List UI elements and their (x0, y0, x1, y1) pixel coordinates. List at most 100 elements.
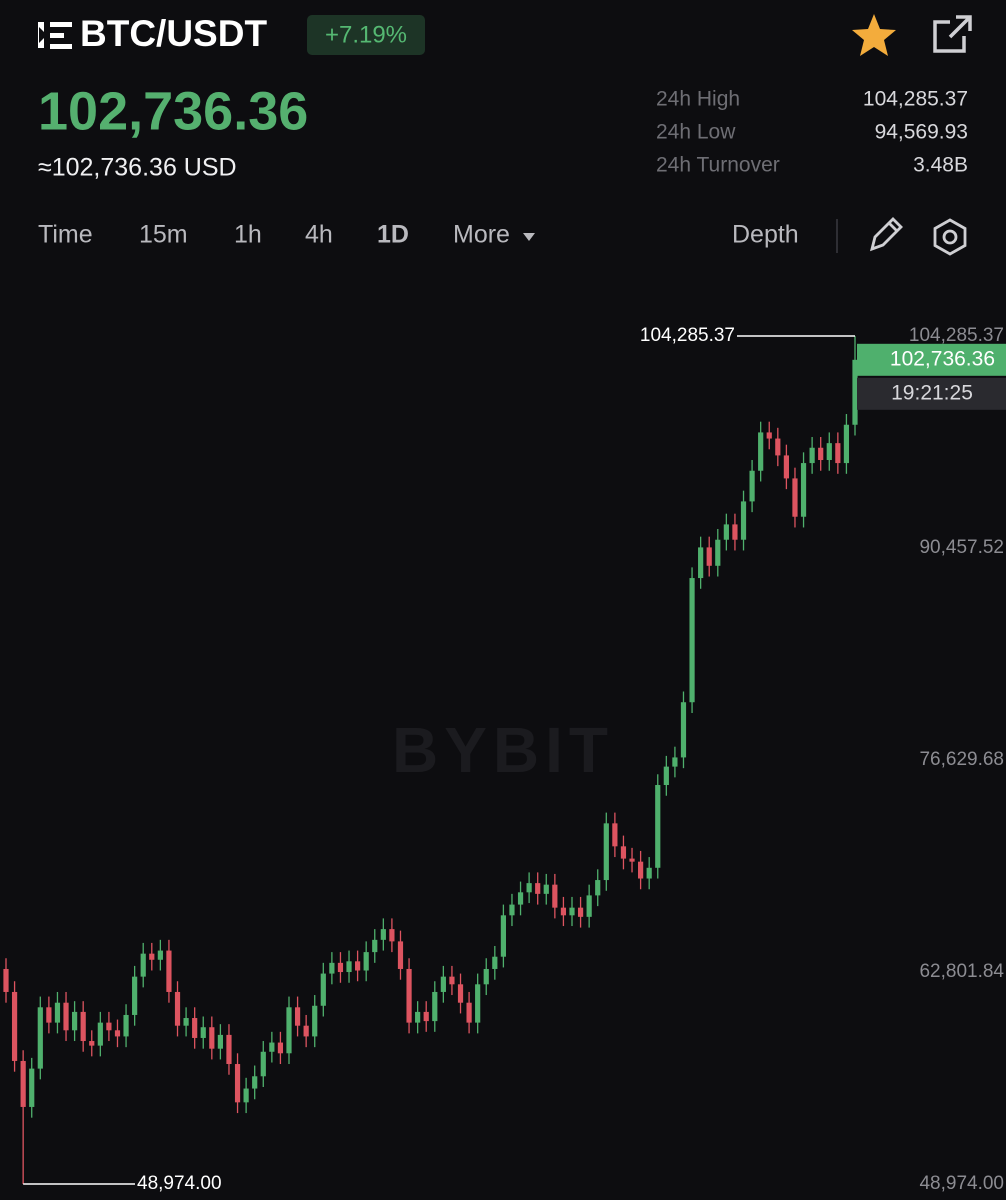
candle-body (54, 1002, 61, 1023)
candle-body (346, 961, 352, 973)
candle-body (517, 892, 524, 905)
pair-title[interactable]: BTC/USDT (80, 13, 267, 54)
candle-body (209, 1027, 215, 1049)
candle-body (492, 956, 498, 969)
candle-body (397, 941, 404, 969)
candle-body (174, 991, 181, 1026)
candle-body (286, 1007, 292, 1054)
candle-body (132, 976, 138, 1015)
candle-body (775, 438, 781, 456)
candle-body (72, 1011, 78, 1031)
candle-body (243, 1088, 249, 1103)
candle-body (483, 968, 489, 985)
timeframe-tab[interactable]: 4h (305, 221, 333, 249)
candle-body (217, 1034, 223, 1049)
candle-body (415, 1011, 421, 1023)
stat-label: 24h Turnover (656, 154, 780, 177)
candle-body (638, 861, 644, 879)
depth-tab[interactable]: Depth (732, 221, 799, 249)
share-icon[interactable] (933, 15, 972, 53)
watermark: BYBIT (392, 714, 614, 786)
candle-body (269, 1042, 275, 1052)
candle-body (732, 524, 738, 540)
candle-body (457, 984, 464, 1003)
candle-body (320, 973, 326, 1006)
last-price-label: 102,736.36 (890, 347, 995, 370)
candle-body (595, 880, 601, 896)
settings-icon[interactable] (933, 218, 967, 256)
candle-body (698, 547, 704, 579)
candle-body (149, 953, 155, 960)
candle-body (689, 578, 695, 703)
candle-body (20, 1060, 26, 1107)
candle-body (552, 884, 558, 908)
candle-body (80, 1011, 86, 1042)
candle-body (46, 1007, 52, 1023)
y-tick-label: 76,629.68 (919, 749, 1004, 770)
candle-body (432, 991, 438, 1022)
candle-body (294, 1007, 301, 1026)
candle-body (577, 907, 584, 917)
candle-body (277, 1042, 284, 1054)
candle-body (252, 1076, 258, 1089)
candle-body (449, 976, 455, 985)
candle-body (372, 939, 378, 953)
candle-body (183, 1018, 189, 1026)
candle-body (852, 359, 858, 425)
candle-body (835, 443, 841, 464)
candle-body (166, 950, 172, 992)
last-price: 102,736.36 (38, 81, 308, 141)
candle-body (715, 539, 721, 566)
candle-body (475, 984, 481, 1023)
candle-body (749, 470, 755, 502)
candle-body (740, 501, 747, 540)
max-marker-label: 104,285.37 (640, 325, 735, 346)
timeframe-tab[interactable]: 1D (377, 221, 409, 249)
candle-body (11, 991, 18, 1061)
candle-body (29, 1068, 35, 1107)
stat-label: 24h Low (656, 121, 736, 144)
candle-body (140, 953, 146, 977)
candle-body (800, 463, 807, 517)
candle-body (200, 1027, 206, 1038)
candle-body (723, 524, 729, 540)
stat-value: 94,569.93 (875, 121, 968, 144)
timeframe-tab[interactable]: 15m (139, 221, 188, 249)
min-marker-label: 48,974.00 (137, 1173, 222, 1194)
timeframe-tab[interactable]: 1h (234, 221, 262, 249)
candle-body (629, 858, 635, 862)
candle-body (363, 952, 369, 971)
candle-body (620, 846, 627, 859)
candle-body (646, 867, 652, 879)
last-price-tag (857, 343, 1006, 376)
draw-icon[interactable] (870, 217, 903, 252)
candle-body (655, 785, 661, 868)
candle-body (312, 1005, 318, 1037)
candle-body (406, 968, 412, 1023)
candle-body (783, 455, 789, 479)
y-tick-label: 104,285.37 (909, 325, 1004, 346)
candle-body (535, 883, 541, 894)
timeframe-tab[interactable]: Time (38, 221, 93, 249)
change-percent: +7.19% (325, 21, 407, 48)
candle-body (509, 904, 515, 916)
candle-body (303, 1025, 309, 1037)
candle-body (423, 1011, 429, 1022)
candle-body (560, 907, 567, 916)
candle-body (234, 1064, 241, 1103)
menu-icon[interactable] (38, 22, 72, 49)
candle-body (63, 1002, 69, 1031)
countdown: 19:21:25 (891, 381, 973, 404)
candle-body (466, 1002, 472, 1023)
favorite-star[interactable] (852, 14, 896, 56)
candle-body (612, 823, 618, 847)
candle-body (337, 962, 344, 973)
countdown-tag (857, 377, 1006, 410)
candle-body (586, 895, 592, 917)
candle-body (123, 1014, 129, 1037)
candle-body (389, 929, 395, 942)
timeframe-tab[interactable]: More (453, 221, 510, 249)
candle-body (114, 1030, 121, 1037)
